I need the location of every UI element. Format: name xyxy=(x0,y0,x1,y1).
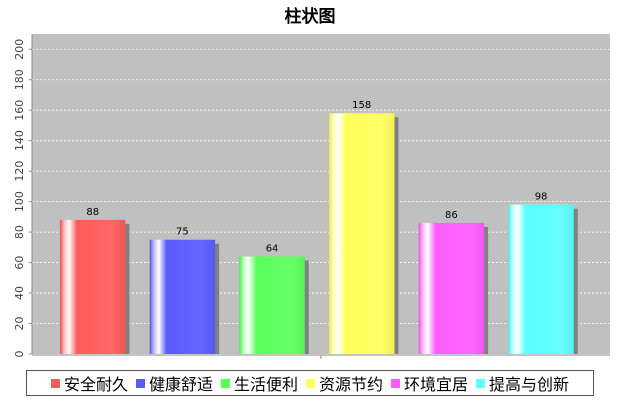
bar-6 xyxy=(508,204,574,354)
legend-label: 健康舒适 xyxy=(148,375,213,394)
bar-1 xyxy=(60,219,126,354)
legend-swatch xyxy=(50,378,60,388)
legend-swatch xyxy=(135,378,145,388)
y-tick-label: 100 xyxy=(13,191,26,212)
chart-legend: 安全耐久 健康舒适 生活便利 资源节约 环境宜居 提高与创新 xyxy=(26,370,594,396)
y-tick-label: 40 xyxy=(13,286,26,300)
bar-value-label: 88 xyxy=(86,207,99,218)
y-tick-label: 180 xyxy=(13,69,26,90)
y-tick-label: 140 xyxy=(13,130,26,151)
legend-item: 健康舒适 xyxy=(135,371,213,395)
legend-swatch xyxy=(391,378,401,388)
y-tick-label: 120 xyxy=(13,161,26,182)
legend-swatch xyxy=(220,378,230,388)
bar-value-label: 86 xyxy=(445,210,458,221)
legend-swatch xyxy=(476,378,486,388)
legend-label: 生活便利 xyxy=(233,375,298,394)
legend-item: 资源节约 xyxy=(306,371,383,395)
bar-value-label: 158 xyxy=(352,100,371,111)
legend-label: 资源节约 xyxy=(319,375,384,394)
legend-item: 提高与创新 xyxy=(476,371,569,395)
chart-title: 柱状图 xyxy=(284,7,336,27)
bar-value-label: 98 xyxy=(535,192,548,203)
y-tick-label: 20 xyxy=(13,317,26,331)
bar-4 xyxy=(329,113,395,354)
legend-item: 安全耐久 xyxy=(50,371,128,395)
legend-label: 环境宜居 xyxy=(404,375,469,394)
y-tick-label: 60 xyxy=(13,256,26,270)
y-tick-label: 160 xyxy=(13,100,26,121)
legend-label: 提高与创新 xyxy=(489,375,570,394)
y-tick-label: 0 xyxy=(13,351,26,358)
legend-label: 安全耐久 xyxy=(63,375,128,394)
y-tick-label: 80 xyxy=(13,225,26,239)
bar-2 xyxy=(149,239,216,354)
y-tick-label: 200 xyxy=(13,39,26,60)
bar-3 xyxy=(239,256,305,354)
bar-value-label: 64 xyxy=(266,243,279,254)
legend-item: 环境宜居 xyxy=(391,371,468,395)
legend-swatch xyxy=(306,378,315,388)
bar-value-label: 75 xyxy=(176,227,189,238)
bar-5 xyxy=(418,222,485,354)
legend-item: 生活便利 xyxy=(220,371,298,395)
